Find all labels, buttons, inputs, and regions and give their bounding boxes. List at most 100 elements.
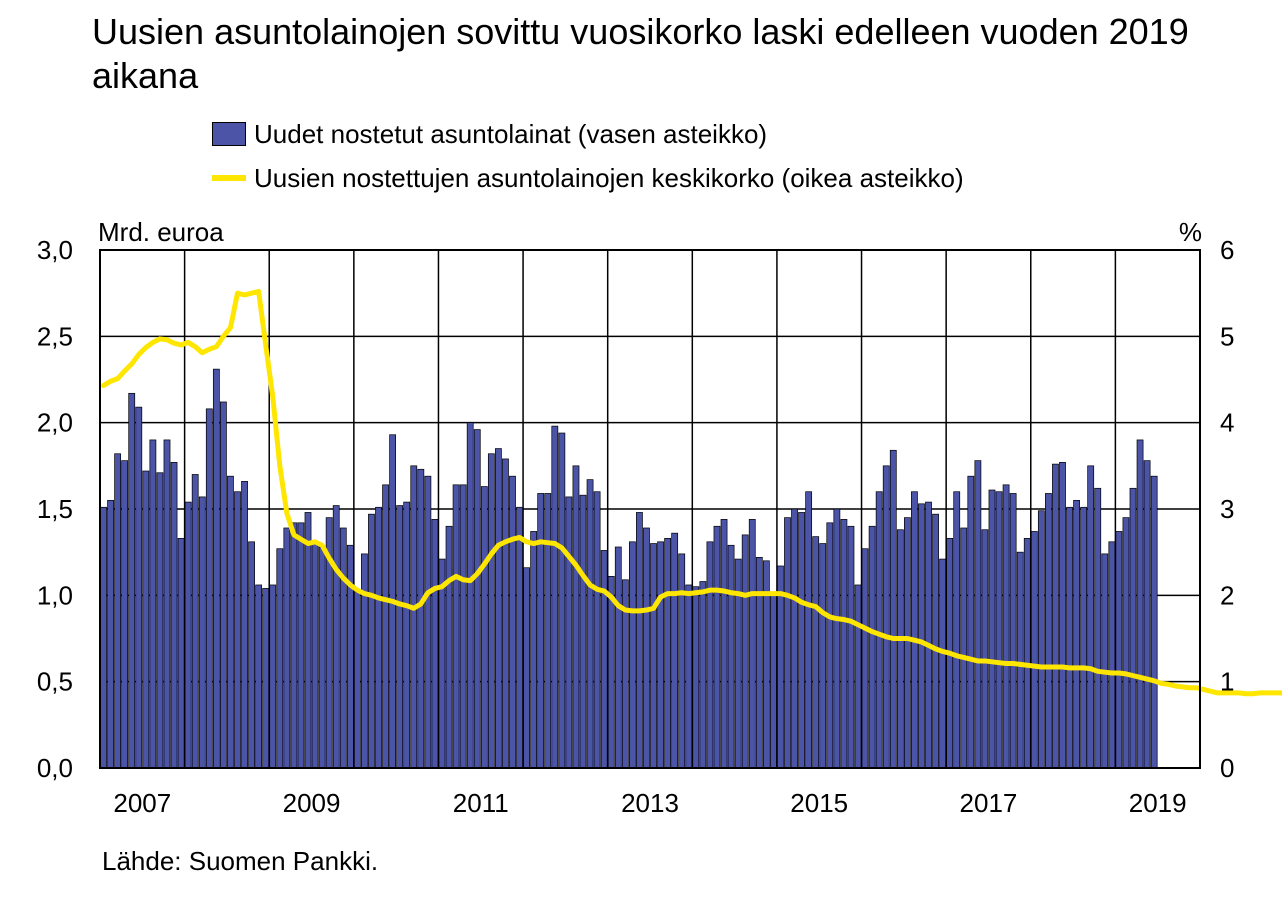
grid	[100, 250, 1200, 768]
loan-bar	[713, 525, 721, 769]
loan-bar	[480, 486, 488, 769]
loan-bar	[170, 462, 178, 769]
loan-bar	[755, 556, 763, 769]
left-tick-label: 1,0	[37, 580, 73, 610]
loan-bar	[1073, 500, 1080, 769]
loan-bar	[431, 519, 439, 769]
loan-bar	[283, 527, 291, 769]
loan-bar	[798, 512, 805, 769]
loan-bar	[960, 527, 968, 769]
bars-series	[100, 368, 1158, 769]
x-tick-label: 2019	[1129, 788, 1187, 818]
loan-bar	[981, 529, 989, 769]
loan-bar	[1066, 506, 1073, 769]
loan-bar	[1094, 487, 1102, 769]
loan-bar	[1143, 460, 1151, 769]
loan-bar	[854, 584, 862, 769]
x-tick-label: 2007	[113, 788, 171, 818]
loan-bar	[473, 429, 481, 769]
loan-bar	[558, 432, 566, 769]
loan-bar	[727, 544, 735, 769]
loan-bar	[988, 489, 996, 769]
chart-title: Uusien asuntolainojen sovittu vuosikorko…	[92, 11, 1189, 96]
loan-bar	[177, 537, 185, 769]
loan-bar	[805, 491, 813, 769]
loan-bar	[396, 505, 404, 769]
loan-bar	[262, 588, 270, 769]
loan-bar	[1030, 531, 1038, 769]
loan-bar	[269, 584, 277, 769]
right-tick-label: 4	[1220, 408, 1234, 438]
loan-bar	[1087, 465, 1095, 769]
loan-bar	[234, 491, 241, 769]
loan-bar	[495, 448, 502, 769]
x-tick-label: 2017	[960, 788, 1018, 818]
loan-bar	[128, 392, 136, 769]
legend-label-line: Uusien nostettujen asuntolainojen keskik…	[254, 162, 964, 193]
rate-line	[101, 288, 1282, 697]
axes: 0,0 0,5 1,0 1,5 2,0 2,5 3,0 0 1 2 3 4 5 6 2007 2009 2011…	[37, 235, 1235, 818]
loan-bar	[353, 591, 361, 769]
loan-bar	[868, 525, 876, 769]
plot-frame	[99, 249, 1201, 769]
loan-bar	[184, 501, 192, 769]
loan-bar	[734, 558, 742, 769]
loan-bar	[1023, 537, 1031, 769]
loan-bar	[241, 481, 248, 769]
left-tick-label: 2,5	[37, 321, 73, 351]
loan-bar	[537, 493, 545, 769]
loan-bar	[572, 465, 580, 769]
loan-bar	[833, 508, 841, 769]
loan-bar	[502, 458, 509, 769]
loan-bar	[664, 537, 672, 769]
loan-bar	[114, 453, 122, 769]
loan-bar	[918, 503, 925, 769]
loan-bar	[191, 474, 199, 769]
x-tick-label: 2009	[283, 788, 341, 818]
loan-bar	[445, 525, 453, 769]
source-note: Lähde: Suomen Pankki.	[102, 846, 379, 876]
loan-bar	[198, 496, 206, 769]
loan-bar	[819, 543, 827, 769]
loan-bar	[1002, 484, 1010, 769]
loan-bar	[671, 532, 679, 769]
loan-bar	[311, 541, 319, 769]
loan-bar	[847, 525, 855, 769]
loan-bar	[523, 567, 530, 769]
loan-bar	[692, 586, 700, 769]
loan-bar	[220, 401, 227, 769]
loan-bar	[551, 425, 559, 769]
right-tick-label: 3	[1220, 494, 1234, 524]
plot-border	[99, 249, 1201, 769]
legend-swatch-line	[212, 175, 246, 181]
loan-bar	[685, 584, 693, 769]
loan-bar	[1115, 531, 1123, 769]
loan-bar	[290, 522, 298, 769]
loan-bar	[607, 575, 615, 769]
loan-bar	[812, 536, 820, 769]
loan-bar	[614, 546, 622, 769]
loan-bar	[346, 544, 354, 769]
loan-bar	[163, 439, 171, 769]
loan-bar	[100, 506, 107, 769]
x-tick-label: 2011	[453, 788, 509, 818]
loan-bar	[339, 527, 347, 769]
loan-bar	[1080, 506, 1088, 769]
rate-series	[101, 288, 1282, 697]
loan-bar	[565, 496, 573, 769]
loan-bar	[1059, 462, 1066, 769]
loan-bar	[657, 541, 664, 769]
loan-bar	[939, 558, 947, 769]
legend-label-bars: Uudet nostetut asuntolainat (vasen astei…	[254, 118, 768, 149]
loan-bar	[255, 584, 263, 769]
loan-bar	[791, 508, 798, 769]
loan-bar	[248, 541, 255, 769]
loan-bar	[1045, 493, 1052, 769]
loan-bar	[375, 506, 382, 769]
right-tick-label: 5	[1220, 321, 1234, 351]
loan-bar	[276, 548, 284, 769]
loan-bar	[466, 422, 474, 769]
x-tick-label: 2013	[621, 788, 679, 818]
legend-item-bars: Uudet nostetut asuntolainat (vasen astei…	[212, 112, 964, 156]
loan-bar	[403, 501, 411, 769]
